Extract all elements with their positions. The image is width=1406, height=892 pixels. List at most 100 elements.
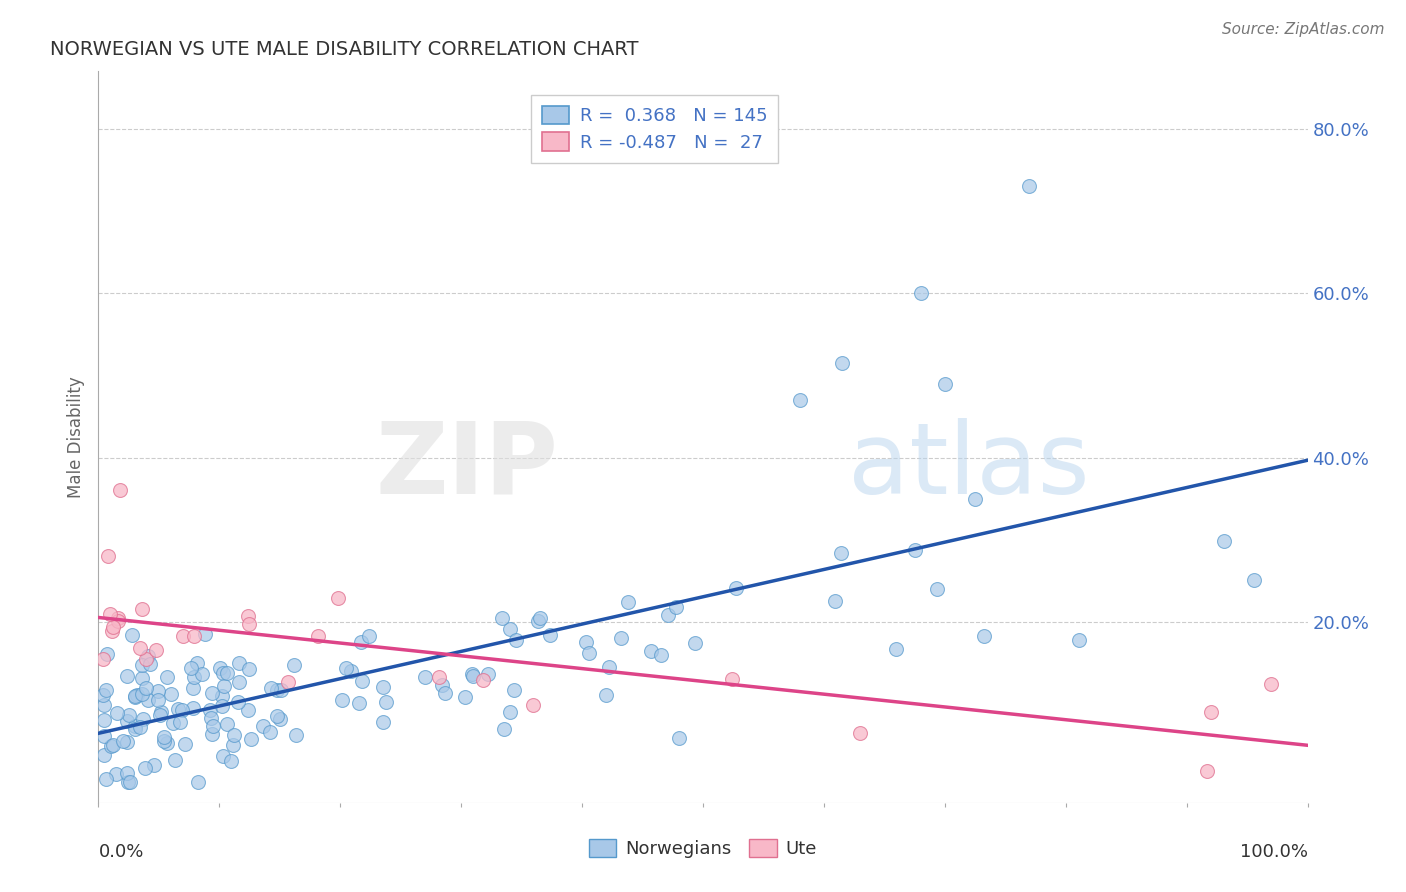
Legend: R =  0.368   N = 145, R = -0.487   N =  27: R = 0.368 N = 145, R = -0.487 N = 27 [531, 95, 779, 162]
Point [179, 660, 201, 674]
Point [347, 696, 370, 710]
Point [212, 749, 235, 764]
Point [617, 595, 640, 609]
Point [194, 627, 217, 641]
Point [260, 681, 283, 695]
Point [973, 629, 995, 643]
Point [100, 739, 122, 753]
Point [830, 546, 852, 560]
Point [499, 622, 522, 636]
Legend: Norwegians, Ute: Norwegians, Ute [582, 831, 824, 865]
Point [527, 615, 550, 629]
Point [93, 747, 115, 762]
Point [131, 671, 153, 685]
Point [165, 753, 187, 767]
Point [124, 690, 146, 705]
Point [522, 698, 544, 713]
Point [93, 698, 115, 712]
Point [503, 683, 526, 698]
Point [149, 705, 172, 719]
Point [201, 727, 224, 741]
Point [155, 736, 177, 750]
Point [494, 723, 516, 737]
Point [434, 685, 457, 699]
Point [181, 701, 204, 715]
Point [240, 731, 263, 746]
Point [789, 393, 811, 408]
Point [155, 670, 177, 684]
Point [97, 549, 120, 564]
Point [1199, 706, 1222, 720]
Point [93, 729, 115, 743]
Point [238, 662, 260, 676]
Point [115, 766, 138, 780]
Point [93, 714, 115, 728]
Point [429, 670, 451, 684]
Point [491, 611, 513, 625]
Point [965, 491, 987, 506]
Point [153, 734, 176, 748]
Point [115, 669, 138, 683]
Point [460, 666, 482, 681]
Point [183, 681, 205, 696]
Point [266, 683, 288, 698]
Point [153, 731, 176, 745]
Point [1067, 632, 1090, 647]
Point [172, 629, 194, 643]
Point [212, 665, 235, 680]
Point [135, 681, 157, 696]
Point [1018, 179, 1040, 194]
Point [228, 656, 250, 670]
Point [326, 591, 349, 605]
Point [212, 679, 235, 693]
Point [91, 688, 114, 702]
Point [927, 582, 949, 596]
Point [101, 620, 124, 634]
Point [211, 699, 233, 714]
Point [215, 666, 238, 681]
Text: atlas: atlas [848, 417, 1090, 515]
Point [173, 737, 195, 751]
Point [238, 616, 260, 631]
Point [471, 673, 494, 688]
Point [183, 629, 205, 643]
Point [1195, 764, 1218, 778]
Point [529, 611, 551, 625]
Point [228, 674, 250, 689]
Point [200, 711, 222, 725]
Point [374, 695, 396, 709]
Point [134, 761, 156, 775]
Point [498, 705, 520, 719]
Point [578, 646, 600, 660]
Point [413, 670, 436, 684]
Point [135, 651, 157, 665]
Point [371, 680, 394, 694]
Point [609, 631, 631, 645]
Point [884, 642, 907, 657]
Point [650, 648, 672, 662]
Y-axis label: Male Disability: Male Disability [67, 376, 86, 498]
Point [100, 624, 122, 638]
Point [120, 775, 142, 789]
Point [505, 632, 527, 647]
Point [160, 687, 183, 701]
Point [849, 726, 872, 740]
Point [98, 607, 121, 622]
Point [683, 636, 706, 650]
Point [107, 611, 129, 625]
Point [138, 693, 160, 707]
Point [191, 666, 214, 681]
Point [236, 703, 259, 717]
Point [132, 712, 155, 726]
Point [104, 767, 127, 781]
Point [461, 669, 484, 683]
Point [148, 683, 170, 698]
Point [269, 712, 291, 726]
Text: ZIP: ZIP [375, 417, 558, 515]
Point [222, 738, 245, 752]
Point [284, 728, 307, 742]
Point [183, 670, 205, 684]
Point [131, 687, 153, 701]
Point [236, 609, 259, 624]
Point [831, 356, 853, 370]
